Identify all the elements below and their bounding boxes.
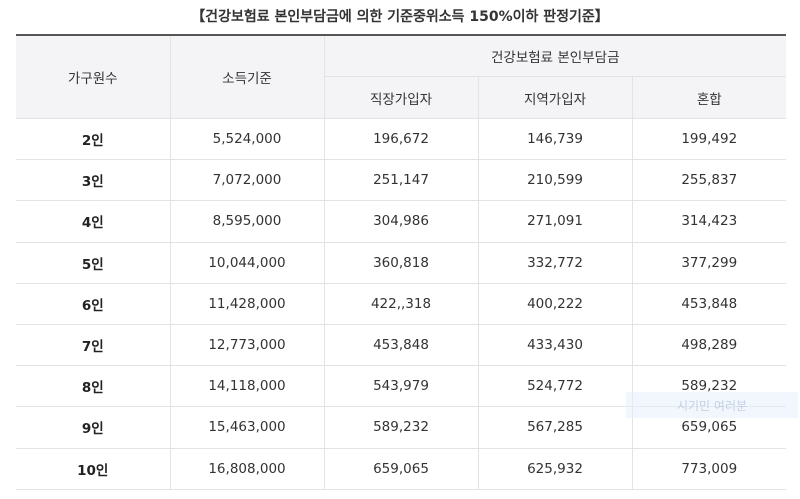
cell-income: 7,072,000 bbox=[169, 159, 324, 202]
cell-employee: 422,,318 bbox=[323, 283, 478, 325]
table-body: 2인 5,524,000 196,672 146,739 199,492 3인 7,072,… bbox=[16, 118, 786, 490]
cell-employee: 453,848 bbox=[323, 324, 478, 367]
cell-income: 10,044,000 bbox=[169, 242, 324, 284]
table-row: 2인 5,524,000 196,672 146,739 199,492 bbox=[16, 118, 786, 161]
cell-regional: 625,932 bbox=[477, 448, 632, 490]
cell-regional: 567,285 bbox=[477, 406, 632, 449]
cell-household: 4인 bbox=[16, 200, 170, 243]
table-row: 9인 15,463,000 589,232 567,285 659,065 bbox=[16, 406, 786, 449]
cell-household: 3인 bbox=[16, 159, 170, 202]
table-row: 5인 10,044,000 360,818 332,772 377,299 bbox=[16, 242, 786, 284]
header-income: 소득기준 bbox=[169, 35, 324, 119]
cell-household: 9인 bbox=[16, 406, 170, 449]
cell-household: 8인 bbox=[16, 365, 170, 408]
cell-regional: 400,222 bbox=[477, 283, 632, 325]
cell-household: 2인 bbox=[16, 118, 170, 161]
cell-regional: 271,091 bbox=[477, 200, 632, 243]
cell-income: 5,524,000 bbox=[169, 118, 324, 161]
header-employee: 직장가입자 bbox=[323, 76, 478, 119]
header-household: 가구원수 bbox=[16, 35, 170, 119]
watermark: 시기민 여러분 bbox=[626, 392, 798, 418]
cell-employee: 196,672 bbox=[323, 118, 478, 161]
header-insurance-group: 건강보험료 본인부담금 bbox=[323, 35, 786, 77]
cell-mixed: 377,299 bbox=[631, 242, 786, 284]
header-mixed: 혼합 bbox=[631, 76, 786, 119]
table-row: 6인 11,428,000 422,,318 400,222 453,848 bbox=[16, 283, 786, 325]
cell-mixed: 199,492 bbox=[631, 118, 786, 161]
cell-income: 14,118,000 bbox=[169, 365, 324, 408]
cell-regional: 210,599 bbox=[477, 159, 632, 202]
cell-income: 16,808,000 bbox=[169, 448, 324, 490]
cell-income: 12,773,000 bbox=[169, 324, 324, 367]
cell-income: 8,595,000 bbox=[169, 200, 324, 243]
cell-employee: 589,232 bbox=[323, 406, 478, 449]
cell-income: 15,463,000 bbox=[169, 406, 324, 449]
cell-employee: 659,065 bbox=[323, 448, 478, 490]
cell-mixed: 453,848 bbox=[631, 283, 786, 325]
cell-income: 11,428,000 bbox=[169, 283, 324, 325]
cell-household: 5인 bbox=[16, 242, 170, 284]
cell-employee: 304,986 bbox=[323, 200, 478, 243]
table-caption: 【건강보험료 본인부담금에 의한 기준중위소득 150%이하 판정기준】 bbox=[191, 9, 609, 25]
header-regional: 지역가입자 bbox=[477, 76, 632, 119]
table-header: 가구원수 소득기준 건강보험료 본인부담금 직장가입자 지역가입자 혼합 bbox=[16, 35, 786, 119]
cell-employee: 543,979 bbox=[323, 365, 478, 408]
table-row: 3인 7,072,000 251,147 210,599 255,837 bbox=[16, 159, 786, 202]
cell-mixed: 255,837 bbox=[631, 159, 786, 202]
cell-household: 6인 bbox=[16, 283, 170, 325]
cell-regional: 146,739 bbox=[477, 118, 632, 161]
cell-regional: 433,430 bbox=[477, 324, 632, 367]
cell-household: 7인 bbox=[16, 324, 170, 367]
cell-employee: 251,147 bbox=[323, 159, 478, 202]
cell-mixed: 498,289 bbox=[631, 324, 786, 367]
cell-mixed: 773,009 bbox=[631, 448, 786, 490]
table-row: 10인 16,808,000 659,065 625,932 773,009 bbox=[16, 448, 786, 490]
cell-regional: 332,772 bbox=[477, 242, 632, 284]
cell-household: 10인 bbox=[16, 448, 170, 490]
income-criteria-table: 가구원수 소득기준 건강보험료 본인부담금 직장가입자 지역가입자 혼합 2인 5… bbox=[16, 34, 786, 490]
table-row: 4인 8,595,000 304,986 271,091 314,423 bbox=[16, 200, 786, 243]
cell-regional: 524,772 bbox=[477, 365, 632, 408]
cell-mixed: 314,423 bbox=[631, 200, 786, 243]
table-row: 7인 12,773,000 453,848 433,430 498,289 bbox=[16, 324, 786, 367]
cell-employee: 360,818 bbox=[323, 242, 478, 284]
